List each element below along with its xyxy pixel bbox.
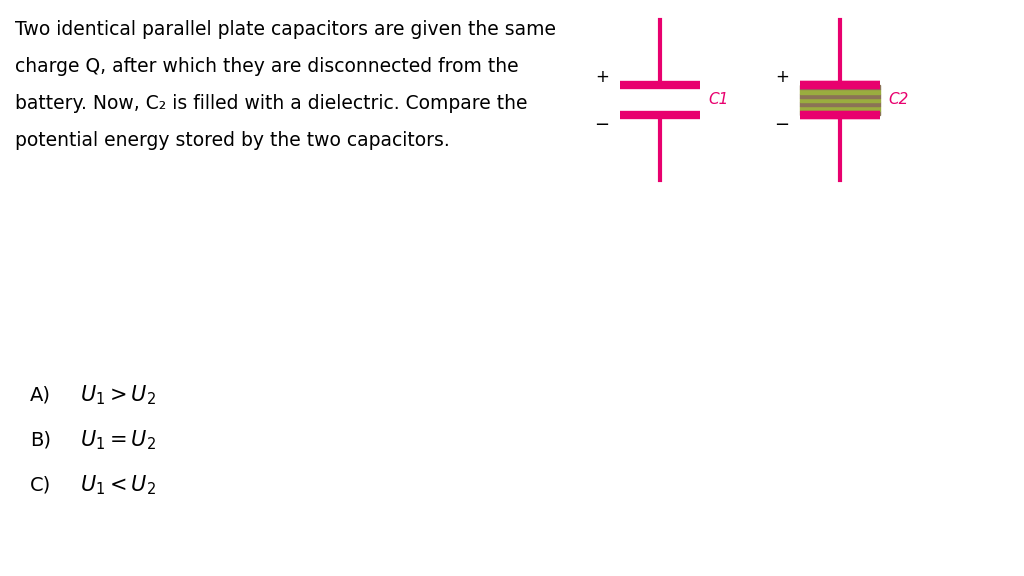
Text: C1: C1 — [708, 93, 728, 108]
Text: charge Q, after which they are disconnected from the: charge Q, after which they are disconnec… — [15, 57, 518, 76]
Text: battery. Now, C₂ is filled with a dielectric. Compare the: battery. Now, C₂ is filled with a dielec… — [15, 94, 527, 113]
Text: −: − — [595, 116, 609, 134]
FancyBboxPatch shape — [800, 89, 880, 93]
Text: $U_1 = U_2$: $U_1 = U_2$ — [80, 428, 156, 452]
Text: potential energy stored by the two capacitors.: potential energy stored by the two capac… — [15, 131, 450, 150]
FancyBboxPatch shape — [800, 85, 880, 89]
FancyBboxPatch shape — [800, 98, 880, 102]
Text: $U_1 > U_2$: $U_1 > U_2$ — [80, 383, 156, 407]
Text: $U_1 < U_2$: $U_1 < U_2$ — [80, 473, 156, 497]
FancyBboxPatch shape — [800, 107, 880, 111]
Text: C2: C2 — [888, 93, 908, 108]
Text: A): A) — [30, 385, 51, 404]
Text: +: + — [595, 68, 609, 86]
FancyBboxPatch shape — [800, 93, 880, 98]
Text: −: − — [774, 116, 790, 134]
Text: +: + — [775, 68, 788, 86]
Text: Two identical parallel plate capacitors are given the same: Two identical parallel plate capacitors … — [15, 20, 556, 39]
Text: C): C) — [30, 476, 51, 495]
FancyBboxPatch shape — [800, 102, 880, 107]
Text: B): B) — [30, 430, 51, 449]
FancyBboxPatch shape — [800, 111, 880, 115]
